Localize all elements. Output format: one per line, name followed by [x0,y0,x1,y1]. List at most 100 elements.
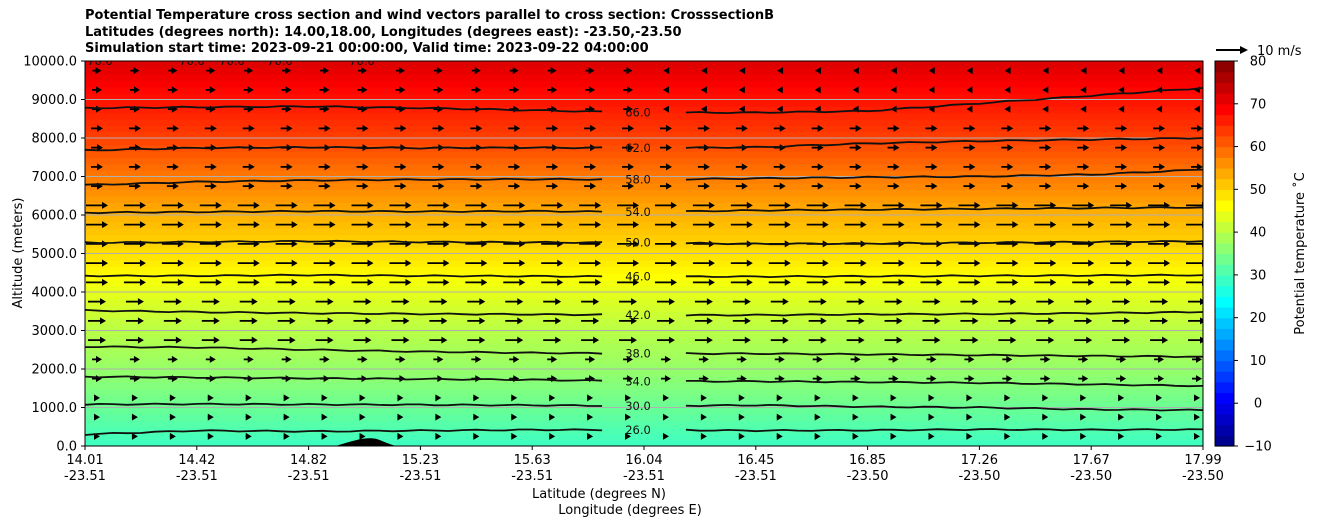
wind-arrow-head [1042,432,1049,440]
wind-arrow-head [172,124,179,132]
wind-arrow-head [1050,221,1057,229]
wind-arrow-head [476,182,483,190]
wind-arrow [1042,67,1049,75]
wind-arrow [619,336,638,344]
wind-arrow [738,432,745,440]
wind-arrow [735,182,748,190]
contour-line [85,145,603,152]
wind-arrow [125,336,144,344]
wind-arrow [397,432,404,440]
wind-arrow [470,163,483,171]
wind-arrow-head [245,394,252,402]
wind-arrow-head [248,163,255,171]
wind-arrow [776,394,783,402]
contour-line [685,168,1203,181]
wind-arrow [1036,298,1055,306]
wind-arrow [389,221,412,229]
wind-arrow-head [397,413,404,421]
wind-arrow [1110,221,1133,229]
wind-arrow-head [855,163,862,171]
wind-arrow [1156,105,1163,113]
contour-line [685,87,1203,115]
wind-arrow [169,394,176,402]
wind-arrow [852,86,859,94]
wind-arrow [1150,317,1169,325]
wind-arrow-head [251,317,258,325]
wind-arrow [1039,163,1052,171]
wind-arrow-head [1088,201,1095,209]
wind-arrow [357,86,368,94]
wind-arrow-head [1120,355,1127,363]
wind-arrow [1004,413,1011,421]
fill-band [85,349,1203,357]
wind-arrow-head [367,221,374,229]
colorbar: −10 0 10 20 30 40 50 60 70 80 Potential temperatur… [1214,55,1308,455]
contour-label: 46.0 [625,270,651,284]
wind-arrow [1110,201,1133,209]
wind-arrow [812,355,823,363]
wind-arrow [1039,144,1052,152]
fill-band [85,253,1203,261]
wind-arrow-head [628,163,635,171]
wind-arrow-head [738,105,745,113]
wind-arrow [882,221,905,229]
wind-arrow [579,259,602,267]
wind-arrow [1156,432,1163,440]
wind-arrow-head [329,240,336,248]
wind-arrow-head [97,163,103,171]
x-tick-label-lat: 17.99 [1184,453,1221,468]
wind-arrow [922,298,941,306]
contour-label: 26.0 [625,423,651,437]
x-tick-label-lon: -23.51 [176,469,218,484]
wind-arrow-head [289,317,296,325]
wind-arrow [395,355,406,363]
wind-arrow [1148,278,1171,286]
wind-arrow-head [703,182,710,190]
wind-arrow [1115,163,1128,171]
wind-arrow [622,163,635,171]
wind-arrow [777,67,784,75]
wind-arrow-head [1200,317,1203,325]
wind-arrow-head [974,201,981,209]
colorbar-segment [1215,114,1234,126]
wind-arrow-head [741,163,748,171]
wind-arrow-head [359,432,366,440]
colorbar-segment [1215,349,1234,362]
y-tick-label: 7000.0 [32,170,78,185]
wind-arrow [199,259,222,267]
fill-band [85,420,1203,428]
wind-arrow-head [708,259,715,267]
wind-arrow [850,355,861,363]
wind-arrow [1112,336,1131,344]
wind-arrow-head [816,355,823,363]
wind-arrow-head [291,240,298,248]
wind-arrow-head [1118,86,1125,94]
wind-arrow [1191,182,1203,190]
wind-arrow [890,67,897,75]
fill-band [85,285,1203,293]
wind-arrow [808,336,827,344]
chart-title: Potential Temperature cross section and … [85,8,774,58]
contour-line [685,379,1203,388]
wind-arrow [427,278,450,286]
wind-arrow [471,86,482,94]
wind-arrow [926,355,937,363]
wind-arrow-head [814,394,821,402]
wind-arrow-head [1159,163,1166,171]
wind-arrow [1077,144,1090,152]
wind-arrow-head [1126,201,1133,209]
fill-band [85,105,1203,114]
wind-arrow [1042,86,1049,94]
wind-arrow-head [665,163,672,171]
wind-arrow-head [589,355,596,363]
wind-arrow-head [782,317,789,325]
wind-arrow-head [557,201,564,209]
wind-arrow-head [822,259,829,267]
wind-arrow-head [96,86,102,94]
wind-arrow [1004,105,1011,113]
wind-arrow-head [283,394,290,402]
wind-arrow-head [966,105,973,113]
wind-arrow [391,317,410,325]
wind-arrow [814,432,821,440]
wind-arrow [806,259,829,267]
